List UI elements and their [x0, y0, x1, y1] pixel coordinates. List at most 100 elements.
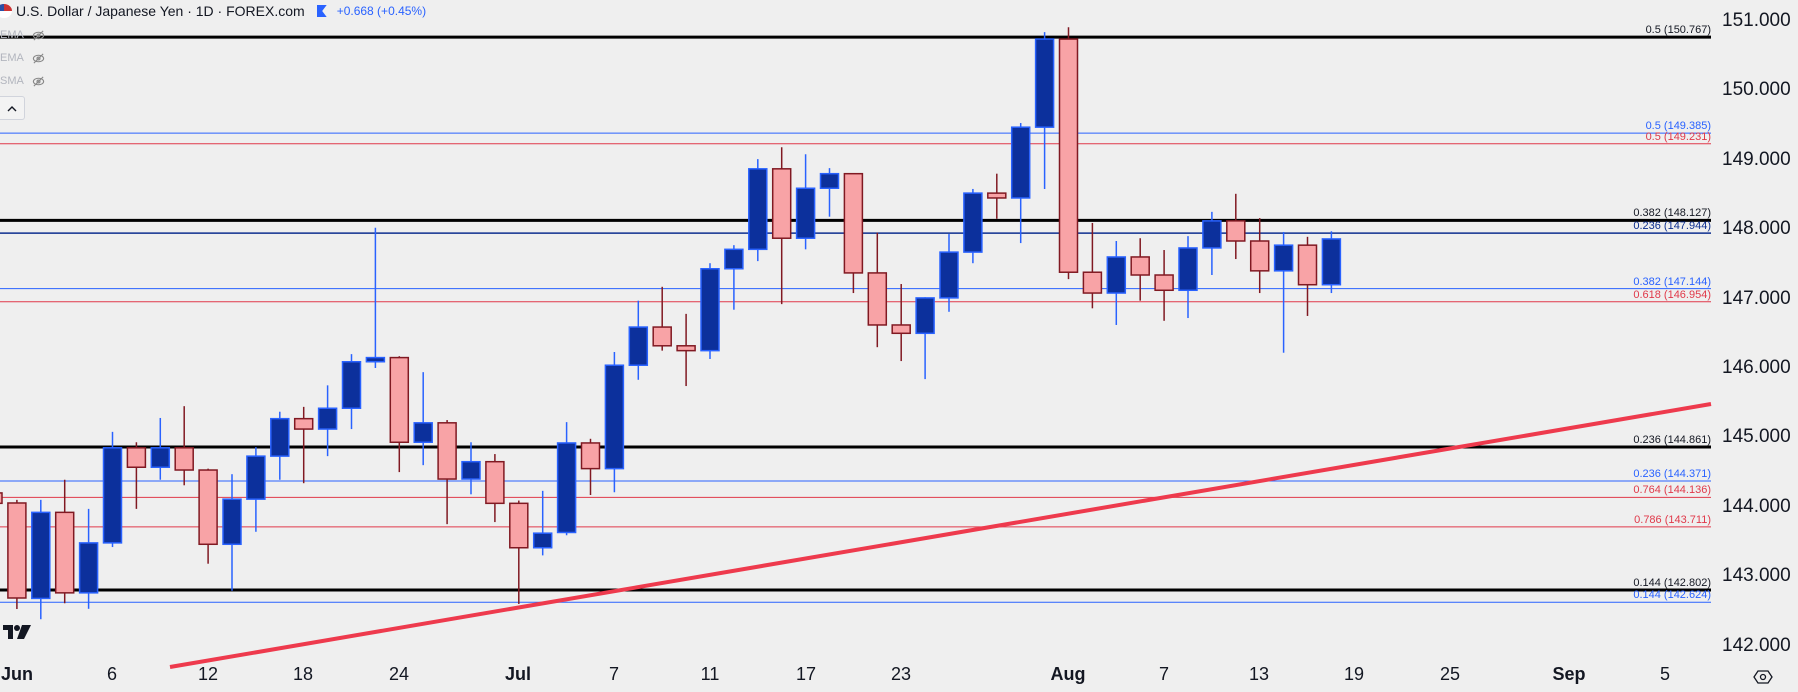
candle: [461, 442, 481, 495]
price-tick: 143.000: [1722, 565, 1791, 587]
candle: [293, 406, 314, 484]
price-tick: 151.000: [1722, 10, 1791, 31]
candle: [54, 479, 75, 604]
candle: [1321, 231, 1342, 294]
candle-body: [389, 356, 410, 444]
candle: [31, 499, 51, 620]
candle-body: [198, 469, 218, 546]
candle: [963, 188, 983, 264]
candle-body: [819, 172, 840, 190]
time-tick: 19: [1343, 664, 1365, 684]
candle-body: [78, 542, 99, 594]
candle-body: [867, 272, 888, 326]
candle-body: [724, 248, 744, 270]
candle-body: [843, 172, 864, 274]
indicator-sma[interactable]: SMA: [0, 72, 45, 90]
time-tick: 17: [795, 664, 817, 684]
candle: [724, 245, 744, 310]
candle-body: [437, 422, 457, 480]
candle: [1178, 236, 1198, 319]
candle-body: [795, 187, 816, 239]
candle-body: [174, 447, 194, 471]
candle: [317, 385, 338, 457]
fib-level-label: 0.382 (147.144): [1633, 275, 1711, 288]
candle-body: [580, 442, 601, 470]
indicator-ema-1[interactable]: EMA: [0, 26, 45, 44]
candle: [843, 172, 864, 294]
time-tick: 13: [1248, 664, 1270, 684]
candle: [78, 508, 99, 609]
price-tick: 142.000: [1722, 634, 1791, 656]
trendline[interactable]: [169, 402, 1712, 669]
candle: [126, 442, 147, 509]
candle-body: [222, 498, 242, 546]
indicator-label: EMA: [0, 29, 24, 41]
candle: [532, 490, 553, 556]
time-tick: Aug: [1050, 664, 1086, 684]
us-jp-flag-icon: [0, 4, 12, 18]
chart-settings-icon[interactable]: [1753, 667, 1773, 687]
eye-off-icon[interactable]: [32, 29, 45, 42]
candle-body: [1106, 256, 1127, 294]
candle-body: [1273, 244, 1294, 272]
candle: [580, 438, 601, 496]
time-tick: 6: [106, 664, 118, 684]
candle-body: [293, 417, 314, 430]
candle: [1082, 222, 1103, 309]
flag-bookmark-icon[interactable]: [316, 5, 327, 17]
candle-body: [0, 492, 3, 505]
fib-level-label: 0.236 (144.861): [1633, 434, 1711, 447]
candle: [748, 159, 768, 262]
candle-body: [150, 447, 171, 468]
support-trendline[interactable]: [169, 402, 1712, 669]
candle: [604, 352, 625, 493]
candle: [1297, 236, 1318, 316]
candle: [915, 297, 935, 380]
price-tick: 144.000: [1722, 495, 1791, 517]
candle-body: [676, 345, 696, 352]
eye-off-icon[interactable]: [32, 52, 45, 65]
candle: [1130, 238, 1150, 301]
indicator-label: EMA: [0, 52, 24, 64]
eye-off-icon[interactable]: [32, 75, 45, 88]
time-tick: Jun: [0, 664, 34, 684]
candle-body: [1178, 247, 1198, 292]
candle-body: [317, 407, 338, 430]
candle-body: [604, 364, 625, 470]
time-tick: 5: [1659, 664, 1671, 684]
candle-body: [509, 502, 529, 549]
candle: [413, 372, 433, 466]
collapse-legend-button[interactable]: [0, 96, 25, 120]
indicator-ema-2[interactable]: EMA: [0, 49, 45, 67]
time-tick: Sep: [1552, 664, 1586, 684]
candle-body: [341, 361, 362, 410]
time-tick: 18: [292, 664, 314, 684]
symbol-title: U.S. Dollar / Japanese Yen · 1D · FOREX.…: [16, 3, 305, 19]
tradingview-logo-icon[interactable]: [2, 624, 32, 640]
candle-body: [413, 422, 433, 444]
candle-body: [963, 192, 983, 253]
candle: [1226, 193, 1246, 260]
candle: [556, 422, 577, 536]
time-tick: 7: [1158, 664, 1170, 684]
candle: [485, 454, 505, 523]
candle: [1154, 250, 1174, 321]
candle-body: [102, 447, 123, 544]
candle-body: [1034, 38, 1055, 128]
indicator-label: SMA: [0, 75, 24, 87]
candle: [1249, 218, 1270, 294]
candle-body: [1082, 271, 1103, 294]
candle: [389, 356, 410, 473]
candle: [795, 154, 816, 250]
candle: [222, 474, 242, 591]
time-tick: 24: [388, 664, 410, 684]
fib-level-label: 0.764 (144.136): [1633, 484, 1711, 497]
symbol-title-row[interactable]: U.S. Dollar / Japanese Yen · 1D · FOREX.…: [0, 1, 426, 21]
candle-body: [7, 502, 27, 599]
candle-body: [1058, 38, 1079, 273]
candle: [891, 284, 911, 362]
candle: [270, 411, 290, 480]
candle: [0, 492, 3, 505]
candle: [676, 313, 696, 387]
